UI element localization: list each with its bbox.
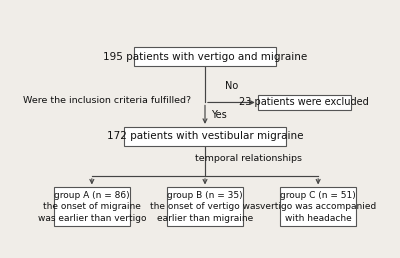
Text: group A (n = 86)
the onset of migraine
was earlier than vertigo: group A (n = 86) the onset of migraine w…	[38, 191, 146, 223]
Text: 23 patients were excluded: 23 patients were excluded	[239, 98, 369, 108]
Text: Were the inclusion criteria fulfilled?: Were the inclusion criteria fulfilled?	[23, 96, 192, 105]
FancyBboxPatch shape	[134, 47, 276, 66]
Text: group B (n = 35)
the onset of vertigo was
earlier than migraine: group B (n = 35) the onset of vertigo wa…	[150, 191, 260, 223]
FancyBboxPatch shape	[280, 187, 356, 226]
FancyBboxPatch shape	[167, 187, 243, 226]
FancyBboxPatch shape	[124, 127, 286, 146]
Text: 195 patients with vertigo and migraine: 195 patients with vertigo and migraine	[103, 52, 307, 62]
Text: temporal relationships: temporal relationships	[195, 154, 302, 163]
Text: No: No	[225, 80, 238, 91]
Text: group C (n = 51)
vertigo was accompanied
with headache: group C (n = 51) vertigo was accompanied…	[260, 191, 376, 223]
Text: Yes: Yes	[210, 110, 226, 120]
FancyBboxPatch shape	[54, 187, 130, 226]
Text: 172 patients with vestibular migraine: 172 patients with vestibular migraine	[107, 131, 303, 141]
FancyBboxPatch shape	[258, 94, 351, 110]
